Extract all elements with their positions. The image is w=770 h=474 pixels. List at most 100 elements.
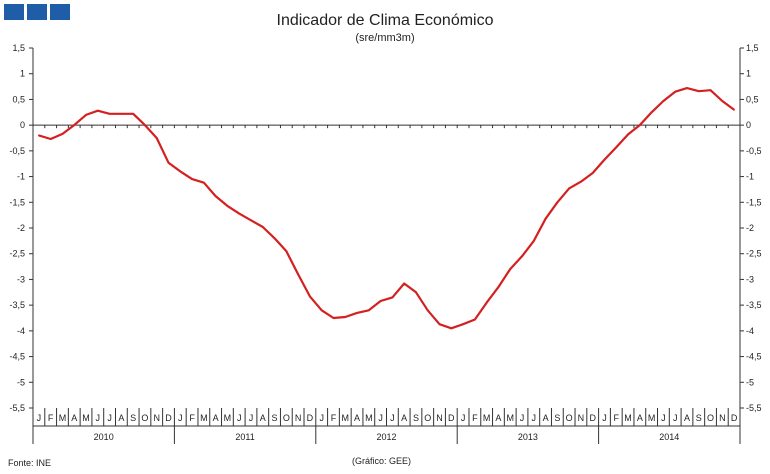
month-label: N <box>436 413 443 423</box>
data-point <box>521 255 523 258</box>
year-label: 2012 <box>376 432 396 442</box>
data-point <box>179 170 182 173</box>
data-point <box>615 146 618 149</box>
data-point <box>108 112 111 115</box>
credit-note: (Gráfico: GEE) <box>352 456 412 466</box>
y-tick-label-left: -5,5 <box>9 403 25 413</box>
y-tick-label-left: 1 <box>20 69 25 79</box>
data-point <box>344 316 347 318</box>
data-point <box>733 108 736 111</box>
data-point <box>356 311 358 314</box>
year-label: 2010 <box>94 432 114 442</box>
month-label: N <box>578 413 585 423</box>
data-point <box>120 112 123 115</box>
chart-axes: 1,5 1,5 1 1 0,5 0,5 0 0 -0,5 -0,5 -1 -1 -1,5 -1,5 -2 -2… <box>9 43 762 444</box>
month-label: A <box>260 413 266 423</box>
logo-square <box>27 4 47 20</box>
data-point <box>473 318 476 321</box>
month-label: O <box>707 413 714 423</box>
y-tick-label-right: -4,5 <box>746 352 762 362</box>
month-label: F <box>472 413 478 423</box>
data-point <box>49 138 52 140</box>
data-point <box>403 282 406 285</box>
month-label: O <box>283 413 290 423</box>
month-label: M <box>82 413 90 423</box>
data-point <box>697 90 700 93</box>
y-tick-label-left: -3,5 <box>9 300 25 310</box>
data-point <box>462 323 464 326</box>
data-point <box>309 295 311 298</box>
data-point <box>285 250 288 253</box>
data-point <box>367 309 370 312</box>
y-tick-label-right: -4 <box>746 326 754 336</box>
month-label: M <box>624 413 632 423</box>
month-label: A <box>213 413 219 423</box>
data-point <box>391 296 394 299</box>
series-line <box>38 86 735 330</box>
data-point <box>709 89 712 92</box>
month-label: J <box>237 413 242 423</box>
y-tick-label-left: -2 <box>17 223 25 233</box>
data-point <box>96 109 99 112</box>
y-tick-label-right: -1,5 <box>746 197 762 207</box>
month-label: M <box>365 413 373 423</box>
data-point <box>438 323 441 326</box>
month-label: A <box>118 413 124 423</box>
month-label: F <box>189 413 195 423</box>
year-label: 2014 <box>659 432 679 442</box>
month-label: M <box>506 413 514 423</box>
data-point <box>202 181 205 184</box>
data-point <box>155 137 158 139</box>
month-label: M <box>200 413 208 423</box>
data-point <box>238 212 241 215</box>
data-point <box>450 327 453 330</box>
month-label: D <box>589 413 596 423</box>
data-point <box>603 158 606 161</box>
month-label: F <box>48 413 54 423</box>
month-label: A <box>495 413 501 423</box>
month-label: J <box>107 413 112 423</box>
data-point <box>556 201 559 204</box>
data-point <box>132 112 135 115</box>
month-label: D <box>165 413 172 423</box>
data-point <box>144 124 146 127</box>
data-point <box>167 161 170 164</box>
logo-square <box>50 4 70 20</box>
data-point <box>226 204 229 207</box>
data-point <box>297 273 300 276</box>
month-label: S <box>413 413 419 423</box>
data-point <box>485 301 488 304</box>
y-tick-label-right: -1 <box>746 172 754 182</box>
data-point <box>591 172 594 174</box>
month-label: J <box>378 413 383 423</box>
data-point <box>191 178 193 181</box>
y-tick-label-right: 0 <box>746 120 751 130</box>
month-label: S <box>130 413 136 423</box>
y-tick-label-right: 1,5 <box>746 43 759 53</box>
data-point <box>627 133 629 136</box>
data-point <box>650 111 653 114</box>
chart-title: Indicador de Clima Económico <box>276 12 494 29</box>
y-tick-label-left: 0 <box>20 120 25 130</box>
year-label: 2011 <box>235 432 254 442</box>
month-label: M <box>342 413 350 423</box>
data-point <box>214 195 217 198</box>
month-label: S <box>272 413 278 423</box>
logo <box>4 4 72 22</box>
data-point <box>580 180 582 183</box>
data-point <box>721 100 724 102</box>
month-label: F <box>331 413 337 423</box>
data-point <box>61 132 64 135</box>
month-label: J <box>178 413 183 423</box>
data-point <box>686 87 688 90</box>
y-tick-label-right: -3 <box>746 274 754 284</box>
data-point <box>37 134 40 137</box>
data-point <box>532 239 535 242</box>
y-tick-label-left: -0,5 <box>9 146 25 156</box>
month-label: F <box>614 413 620 423</box>
month-label: A <box>637 413 643 423</box>
month-label: M <box>648 413 656 423</box>
month-label: S <box>554 413 560 423</box>
y-tick-label-left: 0,5 <box>12 94 25 104</box>
